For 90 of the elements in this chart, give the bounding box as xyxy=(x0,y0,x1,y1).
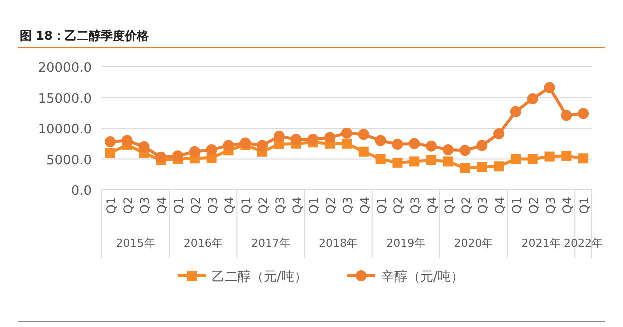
point xyxy=(510,154,521,164)
x-tick-label: Q2 xyxy=(392,197,406,214)
point xyxy=(562,151,572,162)
y-tick-label: 15000.0 xyxy=(38,92,92,107)
x-tick-label: Q4 xyxy=(155,197,170,214)
legend-label: 乙二醇（元/吨） xyxy=(212,270,308,285)
point xyxy=(460,163,470,174)
x-tick-label: Q4 xyxy=(560,197,575,214)
x-tick-label: Q3 xyxy=(341,197,355,214)
point xyxy=(476,140,488,152)
x-tick-label: Q3 xyxy=(273,197,288,214)
x-tick-label: Q2 xyxy=(256,197,271,214)
text: 2018年 xyxy=(319,237,358,250)
x-tick-label: Q1 xyxy=(104,197,118,214)
text: 2016年 xyxy=(184,237,223,250)
x-tick-label: Q3 xyxy=(544,197,558,214)
point xyxy=(308,134,319,146)
x-tick-label: Q1 xyxy=(307,197,322,214)
point xyxy=(358,146,369,157)
x-tick-label: Q2 xyxy=(121,197,136,214)
point xyxy=(426,140,437,152)
point xyxy=(104,136,116,148)
point xyxy=(409,138,420,150)
x-tick-label: Q3 xyxy=(206,197,220,214)
point xyxy=(324,132,336,144)
x-tick-label: Q1 xyxy=(240,197,254,214)
text: 2019年 xyxy=(386,237,426,250)
point xyxy=(223,140,234,152)
point xyxy=(105,148,116,158)
point xyxy=(189,146,200,158)
point xyxy=(240,138,252,149)
x-tick-label: Q2 xyxy=(324,197,338,214)
text: 2021年 xyxy=(522,237,561,250)
point xyxy=(274,130,285,142)
point xyxy=(561,110,572,122)
x-tick-label: Q1 xyxy=(510,197,524,214)
point xyxy=(206,144,218,156)
point xyxy=(290,134,302,146)
chart-title: 图 18：乙二醇季度价格 xyxy=(20,29,150,43)
y-tick-label: 5000.0 xyxy=(46,153,92,168)
point xyxy=(544,82,556,94)
point xyxy=(494,128,505,140)
point xyxy=(527,93,538,104)
point xyxy=(342,128,352,139)
point xyxy=(392,138,404,150)
point xyxy=(392,158,403,168)
point xyxy=(578,154,589,164)
x-tick-label: Q1 xyxy=(442,197,456,214)
point xyxy=(426,155,436,166)
text: 2022年 xyxy=(564,237,604,250)
x-tick-label: Q3 xyxy=(408,197,423,214)
y-tick-label: 10000.0 xyxy=(38,122,92,138)
point xyxy=(477,162,488,172)
y-tick-label: 0.0 xyxy=(71,184,92,199)
x-tick-label: Q4 xyxy=(425,197,440,214)
x-tick-label: Q4 xyxy=(290,197,304,214)
point xyxy=(342,138,352,149)
x-tick-label: Q4 xyxy=(358,197,372,214)
point xyxy=(442,144,454,156)
x-tick-label: Q2 xyxy=(459,197,474,214)
point xyxy=(578,108,590,120)
x-tick-label: Q4 xyxy=(493,197,508,214)
x-tick-label: Q3 xyxy=(476,197,490,214)
point xyxy=(172,150,184,162)
point xyxy=(156,152,167,163)
point xyxy=(257,140,268,152)
point xyxy=(376,154,386,164)
point xyxy=(122,135,133,146)
point xyxy=(510,106,522,118)
x-tick-label: Q2 xyxy=(188,197,203,214)
point xyxy=(375,135,386,146)
point xyxy=(410,156,420,167)
x-tick-label: Q4 xyxy=(222,197,237,214)
point xyxy=(494,162,504,172)
text: 2017年 xyxy=(251,237,290,250)
x-tick-label: Q1 xyxy=(374,197,389,214)
point xyxy=(460,145,471,156)
point xyxy=(443,156,454,167)
x-tick-label: Q2 xyxy=(526,197,541,214)
x-tick-label: Q1 xyxy=(172,197,186,214)
x-tick-label: Q1 xyxy=(578,197,592,214)
point xyxy=(138,141,150,152)
y-tick-label: 20000.0 xyxy=(38,61,92,76)
text: 2020年 xyxy=(454,237,494,250)
point xyxy=(544,152,555,162)
x-tick-label: Q3 xyxy=(138,197,152,214)
text: 2015年 xyxy=(116,237,156,250)
legend-label: 辛醇（元/吨） xyxy=(381,270,464,285)
point xyxy=(528,154,538,164)
point xyxy=(358,129,370,140)
